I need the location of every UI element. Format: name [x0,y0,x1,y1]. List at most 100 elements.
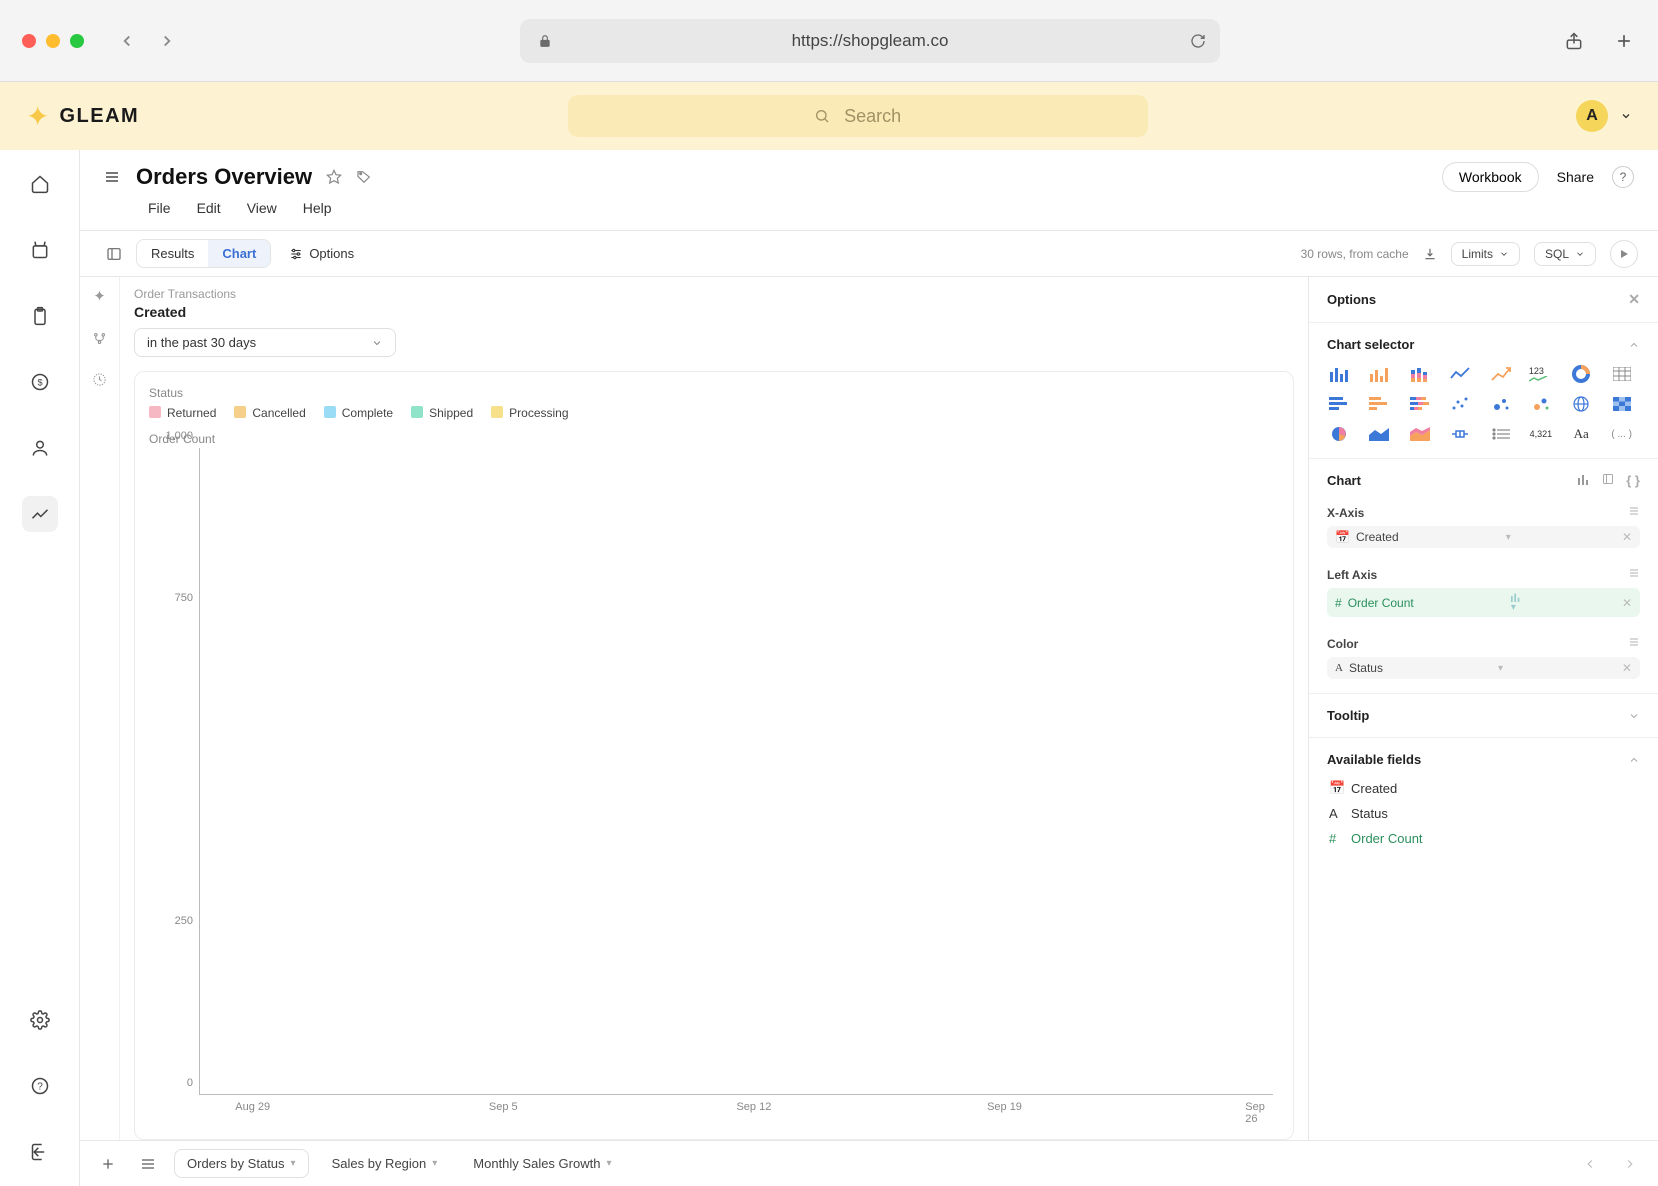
sel-pie-icon[interactable] [1327,424,1351,444]
sidebar-help-icon[interactable]: ? [22,1068,58,1104]
share-icon[interactable] [1564,30,1584,52]
x-axis-field[interactable]: 📅 Created ▾ ✕ [1327,526,1640,548]
new-tab-icon[interactable] [1614,31,1634,51]
sel-line-up-icon[interactable] [1489,364,1513,384]
menu-view[interactable]: View [247,200,277,216]
sel-heatmap-icon[interactable] [1610,394,1634,414]
sel-boxplot-icon[interactable] [1448,424,1472,444]
user-avatar[interactable]: A [1576,100,1608,132]
sel-stacked-icon[interactable] [1408,364,1432,384]
footer-next-icon[interactable] [1616,1150,1644,1178]
sel-text-icon[interactable]: Aa [1569,424,1593,444]
menu-help[interactable]: Help [303,200,332,216]
remove-x-field-icon[interactable]: ✕ [1622,530,1632,544]
remove-left-field-icon[interactable]: ✕ [1622,596,1632,610]
sel-number-icon[interactable]: 4,321 [1529,424,1553,444]
sel-bubble-icon[interactable] [1489,394,1513,414]
forward-icon[interactable] [158,32,176,50]
user-menu-caret-icon[interactable] [1620,110,1632,122]
sparkle-icon[interactable]: ✦ [93,287,106,305]
tag-icon[interactable] [356,169,372,185]
color-field[interactable]: A Status ▾ ✕ [1327,657,1640,679]
sel-hstacked-icon[interactable] [1408,394,1432,414]
help-button[interactable]: ? [1612,166,1634,188]
close-options-icon[interactable]: ✕ [1628,291,1640,308]
sel-hbar-gradient-icon[interactable] [1367,394,1391,414]
collapse-available-icon[interactable] [1628,754,1640,766]
gleam-logo[interactable]: ✦ GLEAM [26,100,139,133]
sel-line-icon[interactable] [1448,364,1472,384]
available-field[interactable]: #Order Count [1327,826,1640,851]
code-icon[interactable]: { } [1626,473,1640,488]
chart-mini-icon[interactable] [1578,473,1590,488]
sidebar-clipboard-icon[interactable] [22,298,58,334]
available-field[interactable]: 📅Created [1327,775,1640,801]
share-button[interactable]: Share [1557,169,1594,185]
date-range-select[interactable]: in the past 30 days [134,328,396,357]
sidebar-user-icon[interactable] [22,430,58,466]
tab-chart[interactable]: Chart [208,240,270,267]
menu-file[interactable]: File [148,200,171,216]
sidebar-home-icon[interactable] [22,166,58,202]
sidebar-analytics-icon[interactable] [22,496,58,532]
close-window-icon[interactable] [22,34,36,48]
x-axis-settings-icon[interactable] [1628,505,1640,517]
sql-button[interactable]: SQL [1534,242,1596,266]
legend-item[interactable]: Processing [491,406,568,420]
legend-item[interactable]: Shipped [411,406,473,420]
footer-tab[interactable]: Sales by Region ▾ [319,1149,451,1178]
back-icon[interactable] [118,32,136,50]
expand-tooltip-icon[interactable] [1628,710,1640,722]
left-axis-settings-icon[interactable] [1628,567,1640,579]
run-button[interactable] [1610,240,1638,268]
sel-area-icon[interactable] [1367,424,1391,444]
branch-icon[interactable] [92,331,107,346]
expand-icon[interactable] [1602,473,1614,488]
sel-bar-icon[interactable] [1327,364,1351,384]
sel-globe-icon[interactable] [1569,394,1593,414]
tooltip-section[interactable]: Tooltip [1309,694,1658,738]
available-field[interactable]: AStatus [1327,801,1640,826]
limits-button[interactable]: Limits [1451,242,1520,266]
legend-item[interactable]: Complete [324,406,393,420]
sel-bar-gradient-icon[interactable] [1367,364,1391,384]
sel-area-stacked-icon[interactable] [1408,424,1432,444]
footer-tab[interactable]: Orders by Status ▾ [174,1149,309,1178]
sidebar-logout-icon[interactable] [22,1134,58,1170]
footer-tab[interactable]: Monthly Sales Growth ▾ [460,1149,624,1178]
collapse-selector-icon[interactable] [1628,339,1640,351]
sel-kpi-icon[interactable]: 123 [1529,364,1553,384]
color-settings-icon[interactable] [1628,636,1640,648]
sel-more-icon[interactable]: ( ... ) [1610,424,1634,444]
sel-table-icon[interactable] [1610,364,1634,384]
sidebar-settings-icon[interactable] [22,1002,58,1038]
sel-scatter-icon[interactable] [1448,394,1472,414]
sidebar-money-icon[interactable]: $ [22,364,58,400]
tab-results[interactable]: Results [137,240,208,267]
legend-item[interactable]: Returned [149,406,216,420]
add-tab-icon[interactable] [94,1150,122,1178]
options-button[interactable]: Options [289,246,354,261]
download-icon[interactable] [1423,247,1437,261]
menu-edit[interactable]: Edit [197,200,221,216]
toggle-sidebar-icon[interactable] [100,240,128,268]
star-icon[interactable] [326,169,342,185]
sel-hbar-icon[interactable] [1327,394,1351,414]
sidebar-shop-icon[interactable] [22,232,58,268]
history-icon[interactable] [92,372,107,387]
footer-prev-icon[interactable] [1576,1150,1604,1178]
left-axis-field[interactable]: # Order Count ▾ ✕ [1327,588,1640,617]
sel-bullet-icon[interactable] [1489,424,1513,444]
remove-color-field-icon[interactable]: ✕ [1622,661,1632,675]
legend-item[interactable]: Cancelled [234,406,305,420]
workbook-button[interactable]: Workbook [1442,162,1539,192]
url-bar[interactable]: https://shopgleam.co [520,19,1220,63]
footer-menu-icon[interactable] [134,1150,162,1178]
minimize-window-icon[interactable] [46,34,60,48]
global-search[interactable]: Search [568,95,1148,137]
reload-icon[interactable] [1190,33,1206,49]
maximize-window-icon[interactable] [70,34,84,48]
sel-donut-icon[interactable] [1569,364,1593,384]
hamburger-icon[interactable] [104,169,120,185]
sel-bubble-color-icon[interactable] [1529,394,1553,414]
